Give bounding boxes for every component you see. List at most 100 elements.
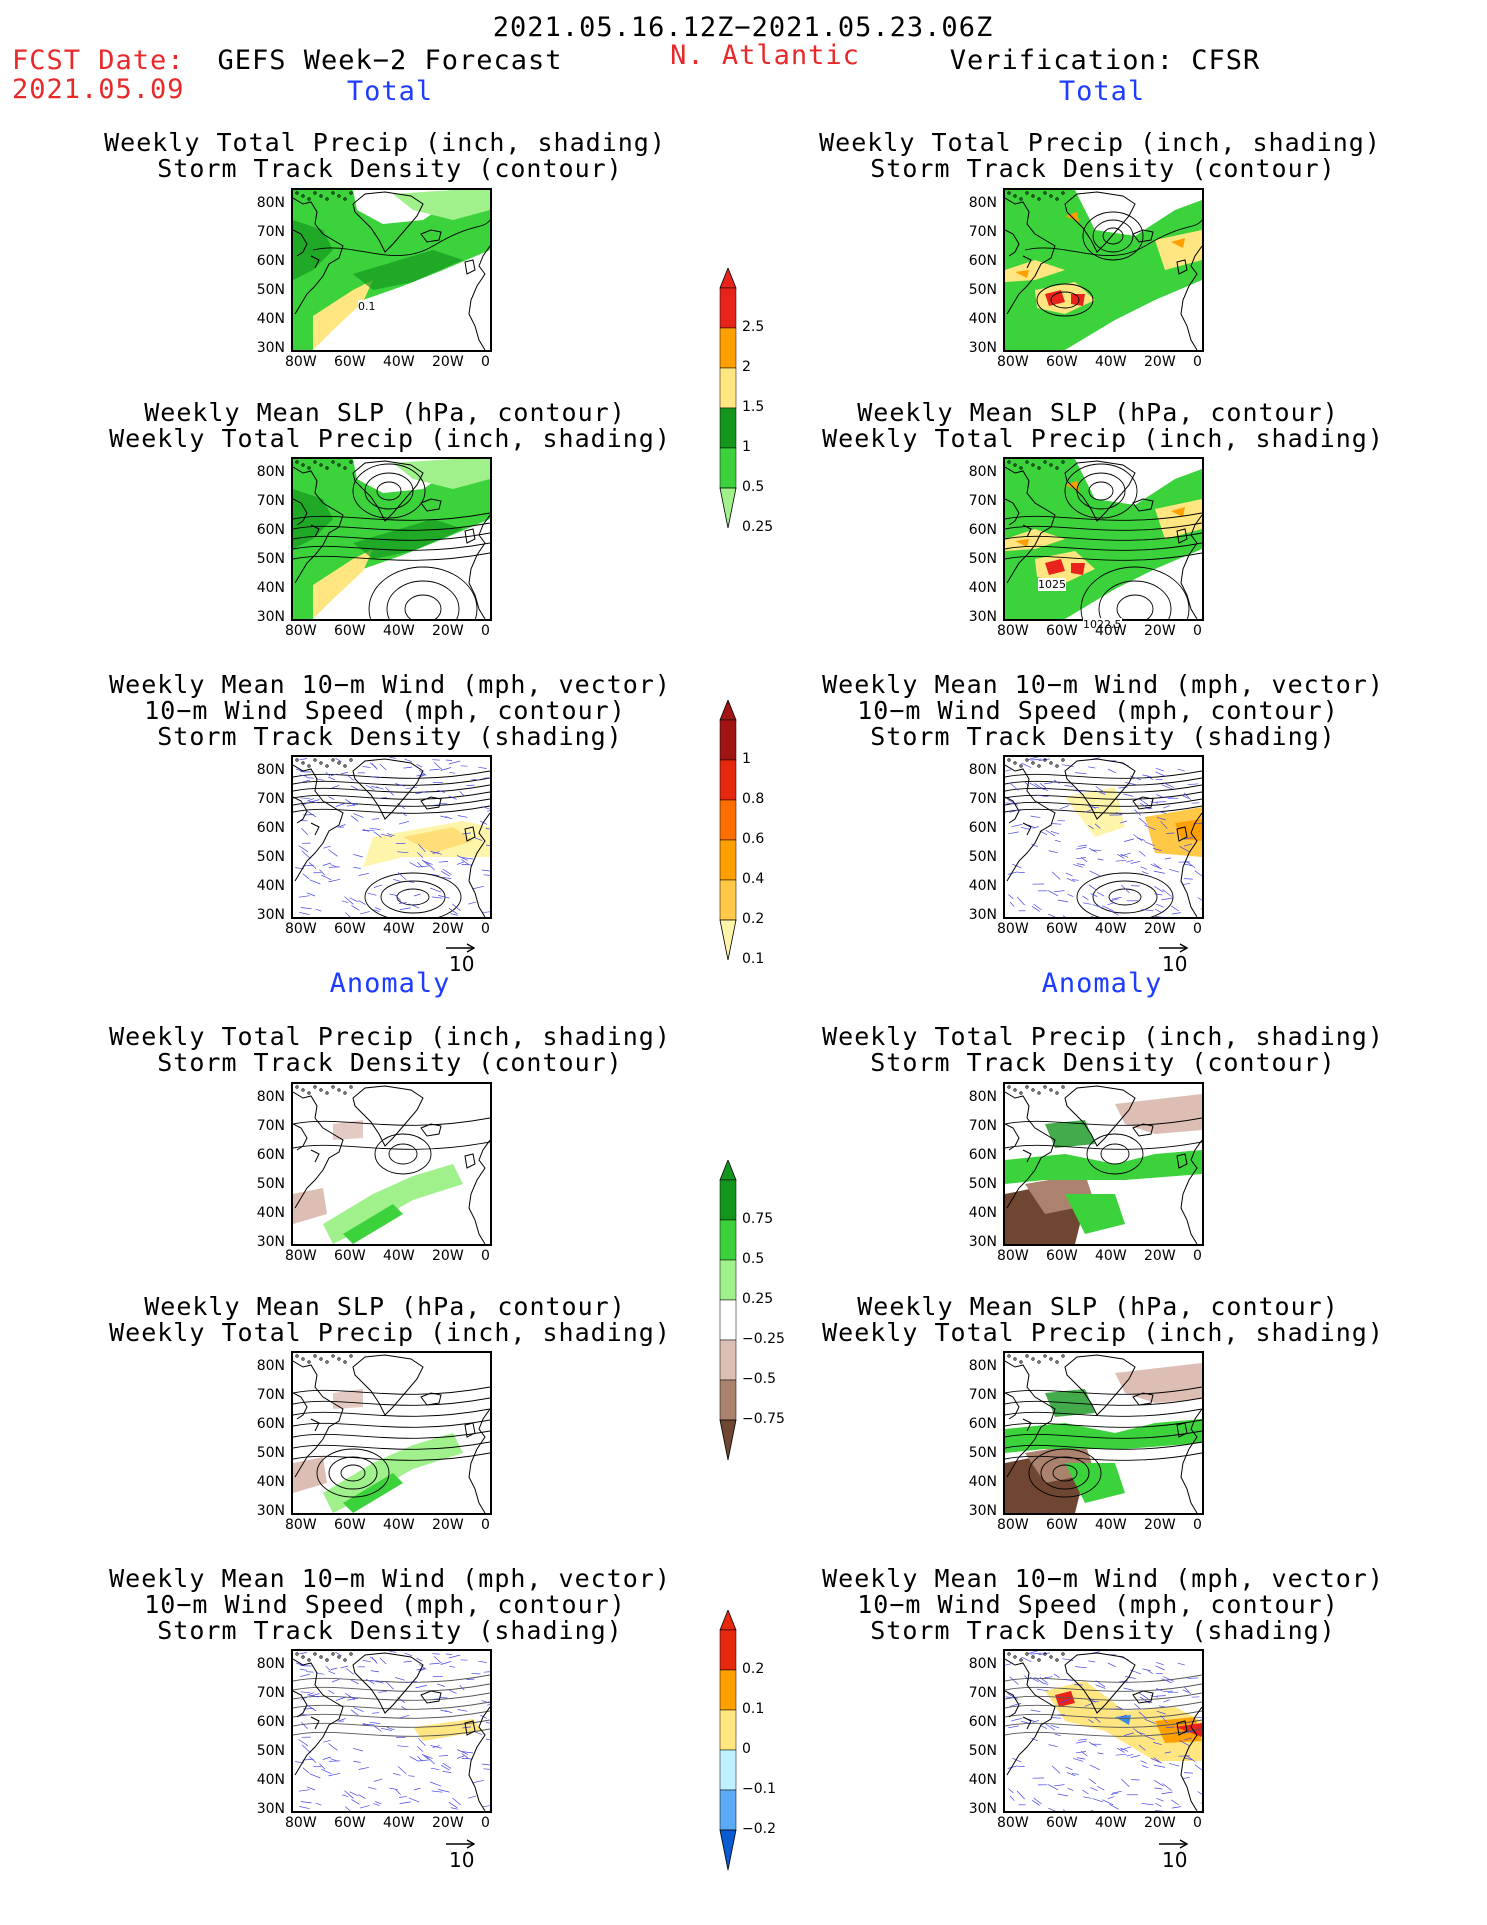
lon-tick-label: 0 xyxy=(481,1517,490,1533)
lat-tick-label: 30N xyxy=(256,609,285,625)
colorbar-label: −0.25 xyxy=(742,1331,785,1347)
lon-tick-label: 60W xyxy=(1046,1517,1078,1533)
lon-tick-label: 40W xyxy=(383,1815,415,1831)
map-ver-wind-total xyxy=(1003,755,1204,919)
lon-tick-label: 40W xyxy=(383,623,415,639)
panel-title: Storm Track Density (shading) xyxy=(157,1616,623,1645)
lat-tick-label: 70N xyxy=(256,1387,285,1403)
lat-tick-label: 40N xyxy=(968,1474,997,1490)
lon-tick-label: 20W xyxy=(432,354,464,370)
panel-title: Weekly Total Precip (inch, shading) xyxy=(104,128,666,157)
lon-tick-label: 80W xyxy=(997,1517,1029,1533)
lat-tick-label: 70N xyxy=(968,1387,997,1403)
colorbar-label: 1.5 xyxy=(742,399,765,415)
lat-tick-label: 60N xyxy=(968,820,997,836)
lon-tick-label: 40W xyxy=(383,354,415,370)
lat-tick-label: 50N xyxy=(256,1445,285,1461)
fcst-date-label: FCST Date: xyxy=(12,45,185,76)
lat-tick-label: 60N xyxy=(968,1147,997,1163)
panel-title: 10−m Wind Speed (mph, contour) xyxy=(857,696,1339,725)
lon-tick-label: 80W xyxy=(997,623,1029,639)
lon-tick-label: 80W xyxy=(997,354,1029,370)
lat-tick-label: 30N xyxy=(256,1801,285,1817)
lat-tick-label: 70N xyxy=(968,1685,997,1701)
lat-tick-label: 60N xyxy=(256,522,285,538)
lon-tick-label: 0 xyxy=(481,921,490,937)
lon-tick-label: 20W xyxy=(432,921,464,937)
lat-tick-label: 30N xyxy=(968,340,997,356)
colorbar-label: −0.5 xyxy=(742,1371,776,1387)
lon-tick-label: 40W xyxy=(383,1517,415,1533)
vector-reference-label: 10 xyxy=(449,952,475,976)
lat-tick-label: 50N xyxy=(968,849,997,865)
lon-tick-label: 60W xyxy=(1046,354,1078,370)
lon-tick-label: 80W xyxy=(285,623,317,639)
lat-tick-label: 40N xyxy=(256,1772,285,1788)
lat-tick-label: 40N xyxy=(256,580,285,596)
lat-tick-label: 50N xyxy=(968,1176,997,1192)
lat-tick-label: 80N xyxy=(968,195,997,211)
colorbar-label: 0.25 xyxy=(742,1291,774,1307)
lon-tick-label: 40W xyxy=(383,1248,415,1264)
lat-tick-label: 50N xyxy=(968,1445,997,1461)
lon-tick-label: 0 xyxy=(481,1248,490,1264)
lon-tick-label: 20W xyxy=(432,1815,464,1831)
lat-tick-label: 70N xyxy=(968,224,997,240)
lat-tick-label: 60N xyxy=(256,820,285,836)
lon-tick-label: 40W xyxy=(1095,921,1127,937)
map-fcst-slp-total xyxy=(291,457,492,621)
section-anomaly-left: Anomaly xyxy=(329,968,451,999)
colorbar-label: −0.1 xyxy=(742,1781,776,1797)
section-total-right: Total xyxy=(1058,76,1146,107)
lat-tick-label: 70N xyxy=(256,493,285,509)
lon-tick-label: 80W xyxy=(997,1248,1029,1264)
panel-title: 10−m Wind Speed (mph, contour) xyxy=(144,1590,626,1619)
section-anomaly-right: Anomaly xyxy=(1041,968,1163,999)
lat-tick-label: 50N xyxy=(968,282,997,298)
lat-tick-label: 40N xyxy=(968,311,997,327)
lon-tick-label: 40W xyxy=(383,921,415,937)
lon-tick-label: 60W xyxy=(1046,1815,1078,1831)
map-fcst-slp-anom xyxy=(291,1351,492,1515)
map-ver-slp-anom xyxy=(1003,1351,1204,1515)
map-fcst-precip-anom xyxy=(291,1082,492,1246)
colorbar-track-anom: 0.2 0.1 0 −0.1 −0.2 xyxy=(718,1608,776,1890)
lon-tick-label: 40W xyxy=(1095,1815,1127,1831)
lon-tick-label: 40W xyxy=(1095,1517,1127,1533)
lat-tick-label: 30N xyxy=(968,1801,997,1817)
map-ver-slp-total xyxy=(1003,457,1204,621)
colorbar-precip-anom: 0.75 0.5 0.25 −0.25 −0.5 −0.75 xyxy=(718,1158,785,1480)
lat-tick-label: 80N xyxy=(968,1358,997,1374)
panel-title: Storm Track Density (shading) xyxy=(870,722,1336,751)
vector-reference: 10 xyxy=(446,1839,476,1872)
lat-tick-label: 70N xyxy=(256,1118,285,1134)
panel-title: Storm Track Density (shading) xyxy=(870,1616,1336,1645)
colorbar-label: 2.5 xyxy=(742,319,765,335)
lon-tick-label: 60W xyxy=(334,1815,366,1831)
lon-tick-label: 0 xyxy=(1193,921,1202,937)
contour-label: 1022.5 xyxy=(1083,618,1122,631)
lon-tick-label: 80W xyxy=(997,1815,1029,1831)
arrow-icon xyxy=(446,943,476,953)
arrow-icon xyxy=(1159,1839,1189,1849)
lon-tick-label: 20W xyxy=(1144,921,1176,937)
lon-tick-label: 0 xyxy=(1193,354,1202,370)
vector-reference: 10 xyxy=(1159,1839,1189,1872)
lat-tick-label: 80N xyxy=(968,762,997,778)
colorbar-track-total: 1 0.8 0.6 0.4 0.2 0.1 xyxy=(718,698,764,980)
lat-tick-label: 60N xyxy=(968,1714,997,1730)
map-fcst-precip-total xyxy=(291,188,492,352)
panel-title: Storm Track Density (contour) xyxy=(870,1048,1336,1077)
vector-reference-label: 10 xyxy=(449,1848,475,1872)
arrow-icon xyxy=(446,1839,476,1849)
lon-tick-label: 0 xyxy=(1193,1248,1202,1264)
lon-tick-label: 20W xyxy=(1144,623,1176,639)
panel-title: Weekly Mean 10−m Wind (mph, vector) xyxy=(109,670,671,699)
region-title: N. Atlantic xyxy=(670,40,860,71)
lat-tick-label: 80N xyxy=(256,1358,285,1374)
lat-tick-label: 50N xyxy=(968,551,997,567)
panel-title: Weekly Mean 10−m Wind (mph, vector) xyxy=(109,1564,671,1593)
colorbar-label: 0.6 xyxy=(742,831,765,847)
lon-tick-label: 80W xyxy=(997,921,1029,937)
panel-title: Weekly Mean SLP (hPa, contour) xyxy=(144,1292,626,1321)
